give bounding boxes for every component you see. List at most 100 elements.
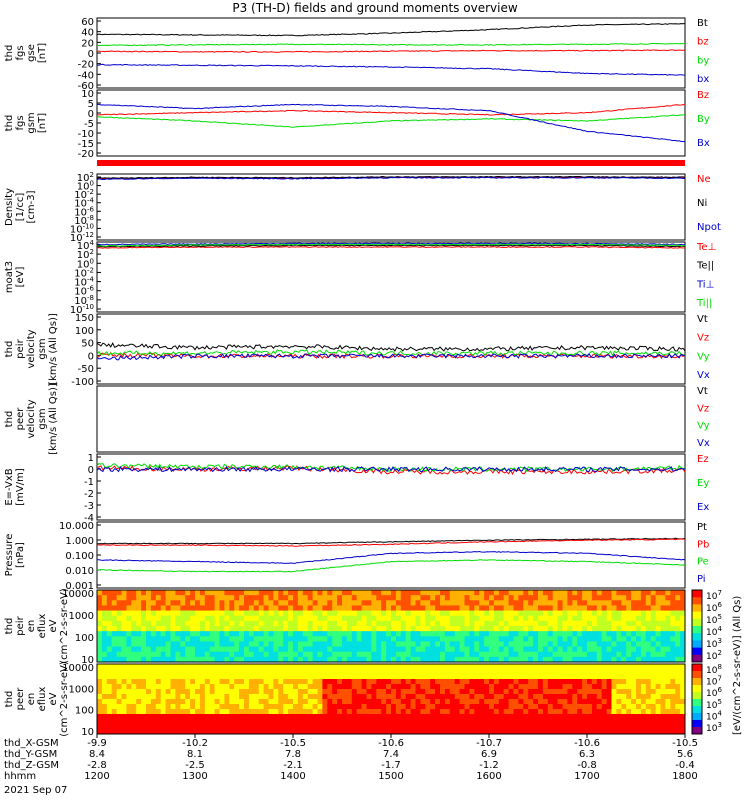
heatmap-cell (371, 631, 377, 637)
heatmap-cell (611, 709, 617, 715)
y-axis-label: E=-VxB (4, 468, 15, 505)
heatmap-cell (675, 699, 681, 705)
heatmap-cell (528, 600, 534, 606)
heatmap-cell (410, 615, 416, 622)
heatmap-cell (660, 651, 666, 658)
heatmap-cell (596, 590, 603, 596)
heatmap-cell (391, 610, 397, 617)
heatmap-cell (582, 709, 588, 715)
heatmap-cell (190, 631, 196, 637)
heatmap-cell (557, 674, 563, 680)
heatmap-cell (253, 664, 260, 670)
heatmap-cell (528, 704, 534, 710)
heatmap-cell (650, 610, 657, 617)
heatmap-cell (415, 729, 421, 735)
heatmap-cell (645, 641, 652, 648)
heatmap-cell (474, 694, 480, 700)
heatmap-cell (449, 699, 456, 705)
heatmap-cell (209, 595, 216, 601)
heatmap-cell (141, 651, 147, 658)
heatmap-cell (606, 631, 612, 637)
heatmap-cell (572, 600, 578, 606)
heatmap-cell (219, 605, 225, 612)
heatmap-cell (533, 689, 539, 695)
heatmap-cell (170, 729, 176, 735)
y-tick-label: 10-6 (74, 285, 94, 298)
heatmap-cell (616, 626, 622, 632)
heatmap-cell (508, 709, 514, 715)
heatmap-cell (356, 620, 363, 627)
heatmap-cell (366, 615, 372, 622)
colorbar-cell (692, 678, 702, 686)
heatmap-cell (302, 641, 309, 648)
heatmap-cell (680, 610, 686, 617)
heatmap-cell (346, 684, 353, 690)
heatmap-cell (376, 674, 382, 680)
heatmap-cell (454, 679, 461, 685)
heatmap-cell (484, 646, 490, 653)
heatmap-cell (356, 684, 363, 690)
heatmap-cell (440, 719, 446, 725)
heatmap-cell (557, 664, 563, 670)
heatmap-cell (219, 656, 225, 663)
heatmap-cell (376, 605, 382, 612)
heatmap-cell (180, 656, 186, 663)
heatmap-cell (165, 664, 171, 670)
heatmap-cell (640, 605, 647, 612)
heatmap-cell (248, 719, 255, 725)
heatmap-cell (332, 664, 338, 670)
heatmap-cell (234, 704, 240, 710)
heatmap-cell (454, 684, 461, 690)
heatmap-cell (645, 714, 652, 720)
heatmap-cell (356, 636, 363, 642)
heatmap-cell (645, 724, 652, 730)
heatmap-cell (366, 684, 372, 690)
heatmap-cell (101, 656, 108, 663)
heatmap-cell (675, 679, 681, 685)
heatmap-cell (199, 631, 206, 637)
heatmap-cell (116, 694, 122, 700)
heatmap-cell (562, 605, 568, 612)
heatmap-cell (435, 689, 441, 695)
heatmap-cell (675, 595, 681, 601)
heatmap-cell (106, 641, 113, 648)
heatmap-cell (503, 590, 510, 596)
heatmap-cell (621, 646, 627, 653)
heatmap-cell (312, 699, 318, 705)
heatmap-cell (645, 636, 652, 642)
heatmap-cell (190, 620, 196, 627)
heatmap-cell (391, 689, 397, 695)
heatmap-cell (650, 636, 657, 642)
heatmap-cell (660, 605, 666, 612)
heatmap-cell (195, 610, 201, 617)
heatmap-cell (175, 631, 181, 637)
heatmap-cell (366, 719, 372, 725)
heatmap-cell (106, 669, 113, 675)
heatmap-cell (547, 724, 554, 730)
colorbar-cell (692, 664, 702, 672)
heatmap-cell (293, 674, 299, 680)
heatmap-cell (400, 694, 407, 700)
heatmap-cell (376, 664, 382, 670)
heatmap-cell (381, 679, 387, 685)
heatmap-cell (224, 646, 230, 653)
heatmap-cell (116, 595, 122, 601)
heatmap-cell (111, 605, 118, 612)
heatmap-cell (160, 724, 167, 730)
heatmap-cell (268, 631, 274, 637)
heatmap-cell (440, 679, 446, 685)
heatmap-cell (493, 694, 500, 700)
heatmap-cell (268, 699, 274, 705)
heatmap-cell (489, 605, 495, 612)
heatmap-cell (293, 656, 299, 663)
legend-entry: by (697, 55, 709, 66)
heatmap-cell (675, 615, 681, 622)
heatmap-cell (190, 689, 196, 695)
heatmap-cell (430, 651, 436, 658)
heatmap-cell (552, 684, 559, 690)
heatmap-cell (395, 719, 402, 725)
heatmap-cell (224, 704, 230, 710)
heatmap-cell (366, 709, 372, 715)
heatmap-cell (307, 724, 314, 730)
